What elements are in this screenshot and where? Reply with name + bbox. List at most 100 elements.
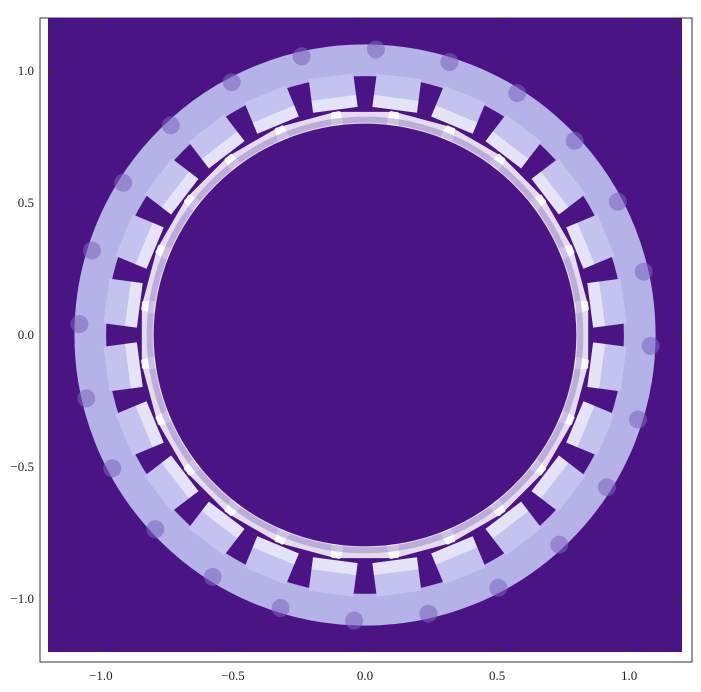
- tooth-root-shade: [103, 459, 122, 478]
- rotor-shoe: [331, 111, 399, 126]
- tooth-root-shade: [419, 604, 438, 623]
- shoe-bar: [574, 301, 589, 369]
- rotor-shoe: [141, 356, 172, 426]
- rotor-shoe: [224, 500, 290, 545]
- tooth-root-shade: [161, 116, 180, 135]
- tooth-body: [485, 501, 542, 556]
- tooth-tip-highlight: [201, 501, 245, 539]
- tooth-root-shade: [440, 52, 459, 71]
- rotor-shoe: [489, 153, 547, 211]
- shoe-bar: [155, 410, 200, 476]
- tooth-tip-highlight: [372, 557, 419, 576]
- x-tick-label: 0.5: [489, 668, 505, 683]
- rotor-shoe: [141, 244, 172, 314]
- shoe-bar: [386, 528, 456, 559]
- shoe-bar: [141, 356, 172, 426]
- shoe-bar: [155, 194, 200, 260]
- stator-tooth: [103, 401, 164, 478]
- x-tick-label: −0.5: [221, 668, 245, 683]
- rotor-shoe: [530, 194, 575, 260]
- tooth-tip-highlight: [311, 94, 358, 113]
- x-axis: −1.0 −0.5 0.0 0.5 1.0: [89, 18, 637, 683]
- rotor-shoe: [440, 125, 506, 170]
- tooth-root-shade: [82, 241, 101, 260]
- rotor-shoe: [530, 410, 575, 476]
- shoe-bar: [331, 111, 399, 126]
- rotor-shoe: [141, 301, 156, 369]
- rotor-shoe: [274, 111, 344, 142]
- rotor-shoe: [489, 459, 547, 517]
- shoe-bar: [440, 125, 506, 170]
- rotor-shoe: [274, 528, 344, 559]
- stator-tooth: [366, 40, 422, 113]
- tooth-root-shade: [508, 84, 527, 103]
- shoe-bar: [558, 356, 589, 426]
- tooth-tip-highlight: [135, 401, 164, 448]
- tooth-tip-highlight: [566, 401, 595, 448]
- y-tick-label: −1.0: [10, 591, 34, 606]
- airgap-halo: [146, 116, 584, 554]
- stator-tooth: [587, 336, 660, 392]
- rotor-shoe: [558, 244, 589, 314]
- y-tick-label: 0.0: [18, 327, 34, 342]
- tooth-tip-highlight: [124, 281, 143, 328]
- tooth-tip-highlight: [531, 455, 569, 499]
- tooth-tip-highlight: [201, 131, 245, 169]
- shoe-bar: [440, 500, 506, 545]
- rotor-shoe: [386, 111, 456, 142]
- tooth-root-shade: [70, 315, 89, 334]
- shoe-bar: [141, 301, 156, 369]
- tooth-root-shade: [203, 567, 222, 586]
- stator-yoke-ring: [74, 44, 656, 626]
- x-tick-label: 1.0: [621, 668, 637, 683]
- tooth-tip-highlight: [252, 105, 299, 134]
- stator-tooth: [485, 84, 542, 169]
- shoe-bar: [489, 153, 547, 211]
- stator-tooth: [77, 342, 143, 408]
- tooth-root-shade: [565, 131, 584, 150]
- tooth-body: [188, 501, 245, 556]
- rotor-shoe: [183, 459, 241, 517]
- rotor-shoe: [558, 356, 589, 426]
- y-tick-label: −0.5: [10, 459, 34, 474]
- tooth-body: [144, 455, 199, 512]
- shoe-bar: [386, 111, 456, 142]
- stator-tooth: [372, 557, 438, 623]
- tooth-tip-highlight: [161, 171, 199, 215]
- stator-tooth: [431, 536, 508, 597]
- tooth-root-shade: [146, 520, 165, 539]
- tooth-tip-highlight: [372, 94, 419, 113]
- tooth-root-shade: [550, 535, 569, 554]
- rotor-shoe: [331, 544, 399, 559]
- shoe-bar: [183, 153, 241, 211]
- tooth-tip-highlight: [135, 222, 164, 269]
- rotor-disc: [153, 123, 577, 547]
- shoe-bar: [558, 244, 589, 314]
- tooth-tip-highlight: [431, 105, 478, 134]
- tooth-tip-highlight: [566, 222, 595, 269]
- stator-tooth: [244, 536, 299, 618]
- tooth-root-shade: [292, 47, 311, 66]
- shoe-bar: [224, 500, 290, 545]
- tooth-body: [144, 158, 199, 215]
- tooth-tip-highlight: [161, 455, 199, 499]
- rotor-shoe: [224, 125, 290, 170]
- tooth-tip-highlight: [252, 536, 299, 565]
- tooth-root-shade: [634, 262, 653, 281]
- tooth-root-shade: [608, 192, 627, 211]
- tooth-tip-highlight: [485, 131, 529, 169]
- rotor-shoe: [574, 301, 589, 369]
- stator-tooth: [82, 214, 164, 269]
- stator-tooth: [431, 52, 486, 134]
- rotor-shoe: [386, 528, 456, 559]
- rotor-shoe: [440, 500, 506, 545]
- shoe-bar: [274, 111, 344, 142]
- tooth-tip-highlight: [124, 342, 143, 389]
- field-map: [48, 18, 682, 652]
- stator-tooth: [161, 114, 245, 169]
- tooth-tip-highlight: [587, 342, 606, 389]
- tooth-root-shade: [629, 410, 648, 429]
- tooth-root-shade: [222, 73, 241, 92]
- tooth-root-shade: [114, 173, 133, 192]
